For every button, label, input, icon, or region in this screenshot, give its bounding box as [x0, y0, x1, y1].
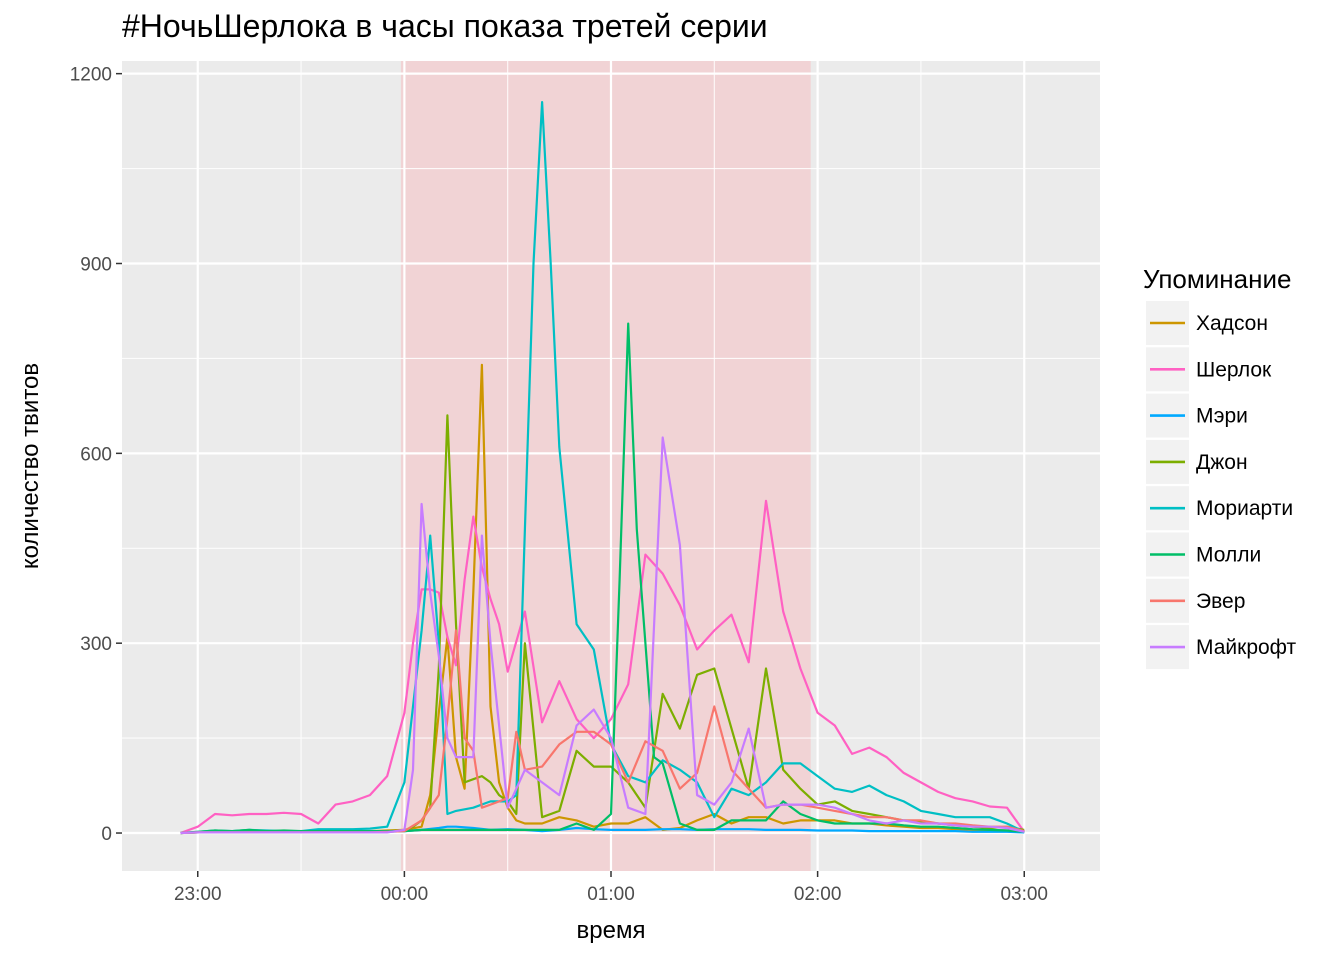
series-lines	[180, 101, 1026, 835]
legend-label: Шерлок	[1196, 358, 1272, 381]
series-line-Мориарти	[180, 101, 1025, 835]
legend: Упоминание Хадсон Шерлок Мэри Джон Мориарти М…	[1143, 264, 1297, 670]
x-axis-title: время	[577, 917, 646, 944]
series-line-Шерлок	[180, 499, 1026, 835]
y-tick-label: 600	[80, 444, 112, 465]
broadcast-highlight-band	[400, 61, 811, 871]
legend-label: Молли	[1196, 544, 1261, 567]
axes: 23:00 00:00 01:00 02:00 03:00 0 300 600 900 1200	[70, 65, 1048, 905]
legend-title: Упоминание	[1143, 264, 1291, 294]
legend-label: Эвер	[1196, 590, 1245, 613]
highlight-band	[400, 61, 811, 871]
y-axis-title: количество твитов	[17, 363, 44, 569]
y-tick-label: 900	[80, 255, 112, 276]
major-gridlines	[122, 61, 1100, 871]
y-tick-label: 300	[80, 634, 112, 655]
legend-label: Джон	[1196, 451, 1248, 474]
series-line-Молли	[180, 322, 1025, 835]
legend-label: Мориарти	[1196, 497, 1293, 520]
chart-title: #НочьШерлока в часы показа третей серии	[122, 8, 768, 44]
x-tick-label: 03:00	[1000, 884, 1048, 905]
x-tick-label: 23:00	[174, 884, 222, 905]
series-line-Майкрофт	[180, 436, 1025, 835]
x-tick-label: 01:00	[587, 884, 635, 905]
legend-label: Майкрофт	[1196, 636, 1297, 659]
x-tick-label: 00:00	[381, 884, 429, 905]
x-tick-label: 02:00	[794, 884, 842, 905]
legend-label: Мэри	[1196, 405, 1248, 428]
y-tick-label: 1200	[70, 65, 112, 86]
y-tick-label: 0	[101, 824, 112, 845]
legend-label: Хадсон	[1196, 312, 1268, 335]
